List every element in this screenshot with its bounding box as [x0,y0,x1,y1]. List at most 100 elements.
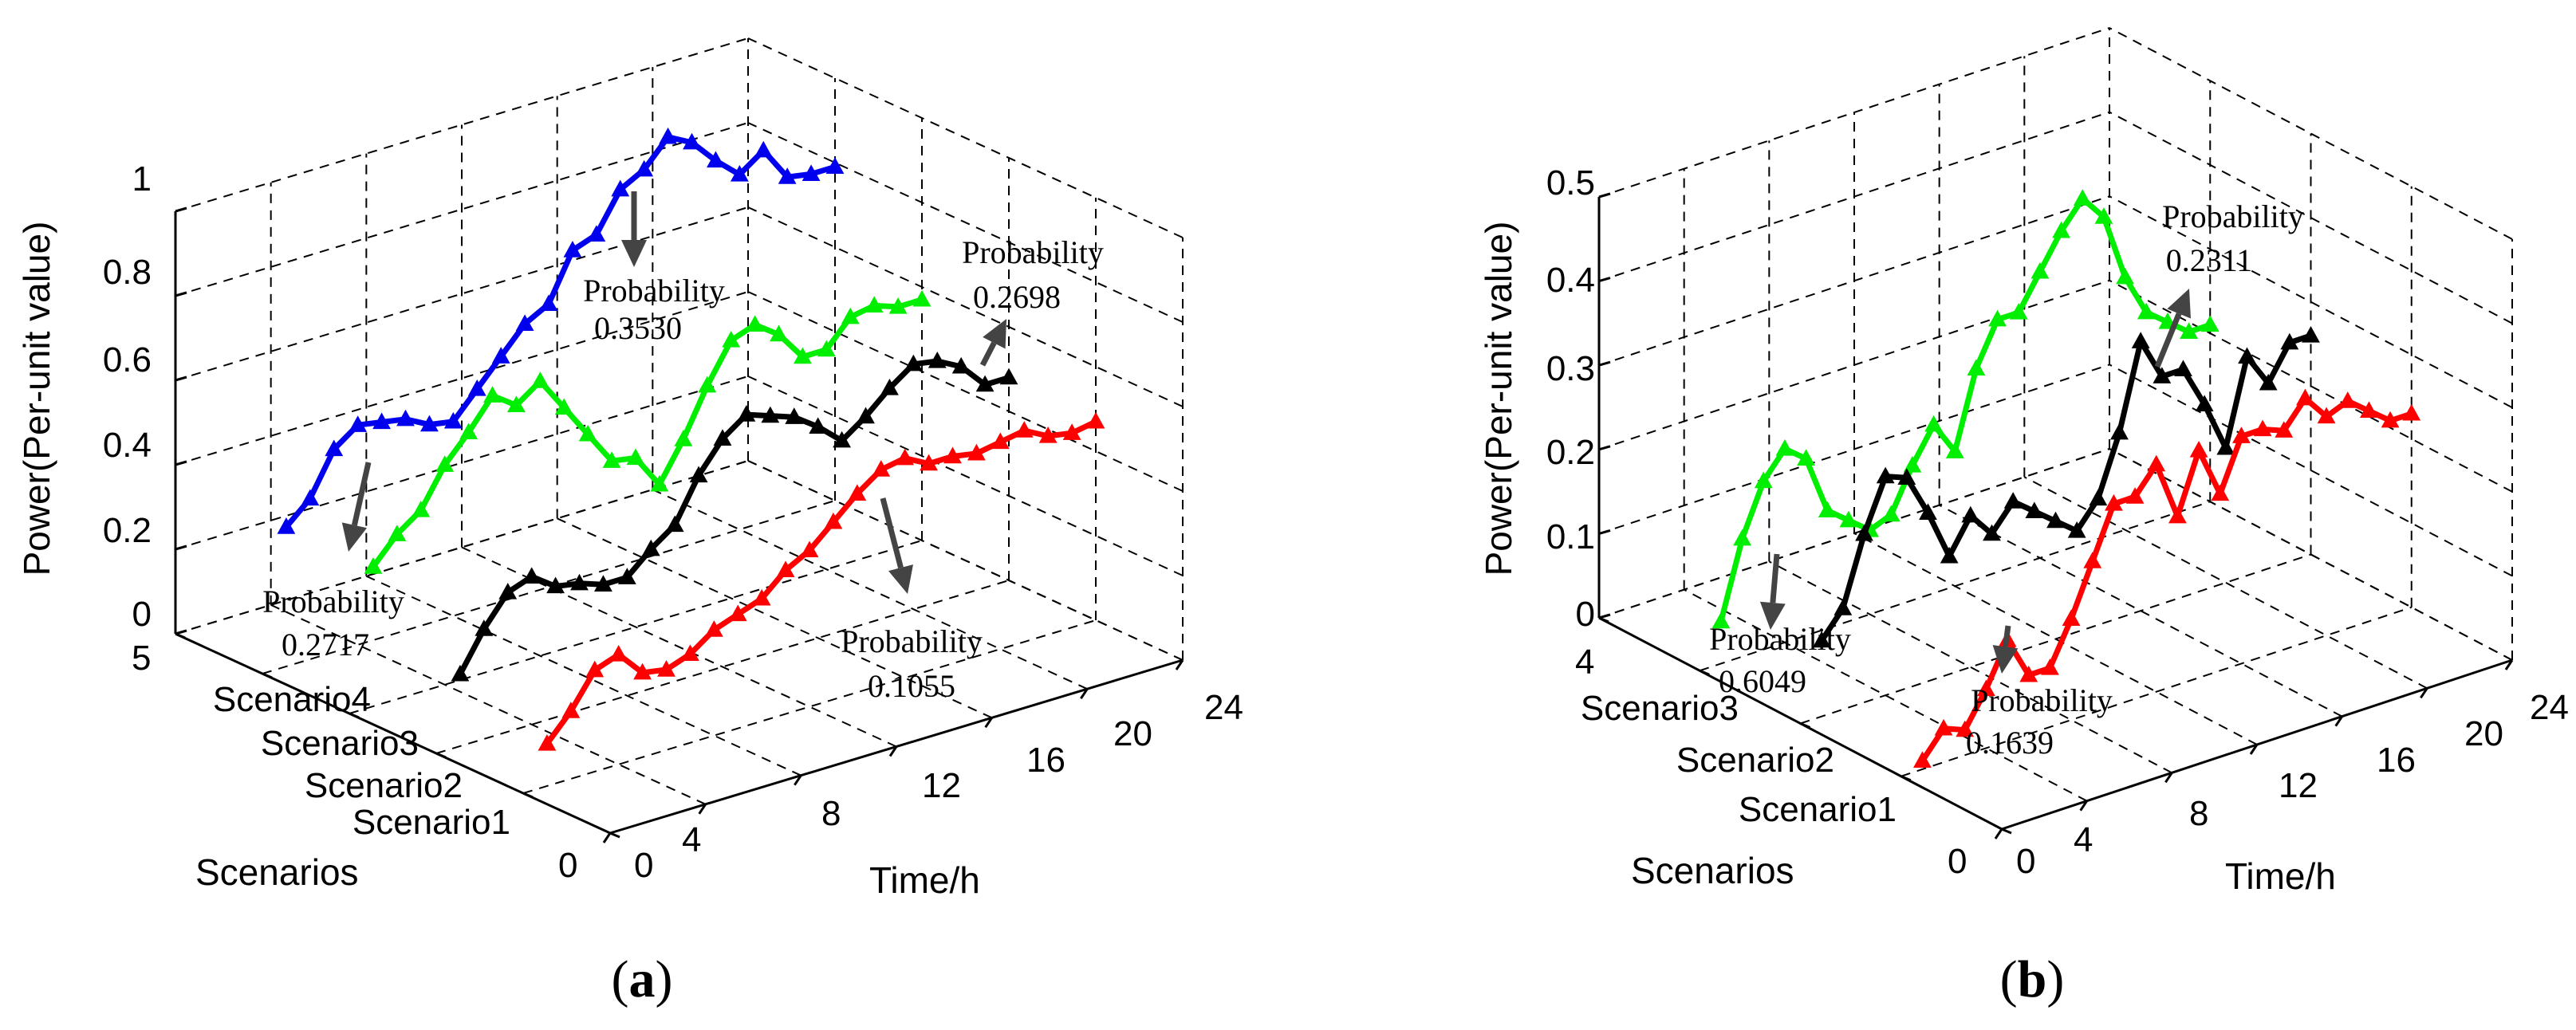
data-point-marker [778,167,797,184]
data-point-marker [785,407,804,424]
data-point-marker [641,539,660,556]
data-point-marker [746,315,764,332]
scenario-tick: Scenario2 [305,766,463,805]
data-point-marker [975,375,995,392]
data-point-marker [635,159,654,177]
data-point-marker [475,619,494,636]
data-point-marker [1038,426,1058,443]
data-point-marker [491,347,510,364]
data-point-marker [2019,665,2038,682]
time-tick-mark [2164,772,2173,784]
data-point-marker [794,347,812,364]
z-tick: 1 [132,159,152,199]
data-point-marker [2089,489,2108,506]
annotation-value: 0.2698 [973,279,1061,315]
data-point-marker [951,356,971,374]
z-tick-mark [1598,445,1611,451]
data-point-marker [626,448,645,466]
data-point-marker [848,484,867,501]
time-tick: 20 [1113,714,1152,753]
z-tick: 0.2 [103,511,152,550]
z-tick-mark [175,206,187,213]
z-tick-mark [175,375,187,382]
annotation-arrow-head [983,319,1006,349]
data-point-marker [1977,679,1995,697]
data-point-marker [2338,391,2357,408]
scenario-axis-title: Scenarios [195,851,359,893]
data-point-marker [2105,493,2123,511]
scenario-axis-title: Scenarios [1631,850,1794,891]
data-point-marker [1945,442,1964,458]
annotation-label: Probability [583,273,725,309]
gridline [1939,504,2343,717]
data-point-marker [546,576,565,594]
time-tick: 20 [2464,714,2503,753]
gridline [557,517,993,719]
annotation-arrow [2003,625,2011,647]
data-point-marker [2147,454,2166,472]
data-point-marker [713,429,732,446]
data-point-marker [674,430,693,446]
data-point-marker [1956,720,1975,737]
data-point-marker [689,466,708,483]
data-point-marker [1812,631,1831,648]
data-point-marker [681,644,699,662]
data-point-marker [817,340,836,357]
data-point-marker [609,645,628,662]
series-line-scenario3 [1718,195,2212,623]
data-point-marker [2094,207,2113,224]
data-point-marker [1988,309,2007,327]
gridline [2109,111,2513,324]
annotation-label: Probability [2162,199,2304,234]
annotation-label: Probability [1971,682,2113,718]
chart-panel-a: 0 0.2 0.4 0.6 0.8 1 Power(Per-unit value… [16,37,1243,1008]
data-point-marker [539,294,558,312]
data-point-marker [2259,373,2278,391]
data-point-marker [2030,261,2050,279]
time-tick-mark [984,717,993,729]
data-point-marker [2073,189,2092,206]
data-point-marker [704,620,723,637]
gridline [365,575,802,776]
data-point-marker [467,379,486,396]
data-point-marker [349,415,368,432]
data-point-marker [1797,449,1815,466]
time-tick: 8 [2189,794,2208,833]
data-point-marker [563,241,582,258]
data-point-marker [507,395,526,413]
scenario-tick: Scenario1 [1739,790,1897,829]
z-tick: 0.6 [103,340,152,379]
scenario-tick-mark [349,712,360,719]
z-axis-title: Power(Per-unit value) [1478,222,1519,576]
gridline [522,619,1097,794]
data-point-marker [1855,524,1873,541]
data-point-marker [1919,503,1937,520]
data-point-marker [498,582,518,600]
panel-label-a: (a) [612,950,673,1008]
scenario-tick: 0 [1948,842,1967,881]
data-point-marker [698,375,717,393]
series-a [277,127,1105,751]
scenario-tick-mark [1699,669,1710,676]
annotation-arrow-head [1759,601,1786,630]
data-point-marker [2189,440,2208,458]
scenario-tick: Scenario4 [213,680,371,719]
data-point-marker [2046,511,2065,529]
data-point-marker [515,314,534,331]
data-point-marker [301,489,320,506]
data-point-marker [1754,471,1773,489]
data-point-marker [578,424,597,442]
data-point-marker [372,412,391,430]
data-point-marker [2253,419,2272,437]
data-point-marker [1967,359,1986,376]
gridline [270,603,707,805]
data-point-marker [896,448,915,466]
annotation-value: 0.1639 [1966,725,2054,761]
grid-a [175,37,1184,834]
axes-a [174,206,1184,843]
data-point-marker [802,164,821,181]
z-tick: 0.3 [1546,349,1595,388]
data-point-marker [841,307,860,324]
time-tick: 12 [2279,766,2318,805]
scenario-tick: Scenario3 [1581,689,1739,728]
